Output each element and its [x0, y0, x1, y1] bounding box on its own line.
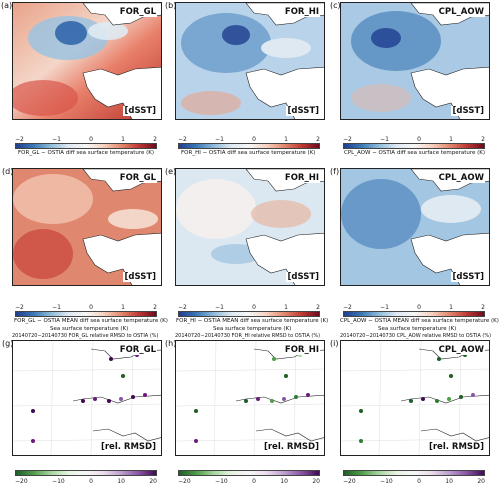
sst-field — [341, 169, 489, 285]
colorbar — [343, 470, 485, 476]
map-plot: FOR_HI [dSST] — [175, 2, 325, 120]
panel-label: (d) — [2, 167, 14, 176]
panel-title: FOR_HI — [283, 345, 320, 355]
panel-tag: [dSST] — [451, 106, 485, 116]
panel-tag: [rel. RMSD] — [262, 442, 320, 452]
panel-label: (c) — [330, 1, 341, 10]
sst-field — [13, 169, 161, 285]
panel-label: (e) — [165, 167, 177, 176]
panel-label: (i) — [330, 339, 339, 348]
colorbar-title: Sea surface temperature (K) — [378, 326, 457, 332]
coastline — [235, 394, 324, 404]
colorbar-label: FOR_HI − OSTIA MEAN diff sea surface tem… — [176, 318, 329, 324]
colorbar-title: Sea surface temperature (K) — [50, 326, 129, 332]
panel-tag: [dSST] — [123, 272, 157, 282]
coastline — [400, 394, 489, 404]
colorbar-title: Sea surface temperature (K) — [213, 326, 292, 332]
panel-title: FOR_GL — [118, 173, 157, 183]
panel-title: CPL_AOW — [437, 345, 485, 355]
map-plot: FOR_HI [rel. RMSD] — [175, 340, 325, 456]
colorbar — [178, 143, 320, 149]
panel-tag: [dSST] — [286, 272, 320, 282]
colorbar — [15, 311, 157, 317]
station-points — [31, 349, 147, 443]
colorbar-ticks: −2 −1 0 1 2 — [15, 304, 157, 311]
panel-title: FOR_GL — [118, 345, 157, 355]
colorbar — [178, 470, 320, 476]
colorbar — [15, 470, 157, 476]
panel-tag: [dSST] — [286, 106, 320, 116]
sst-field — [176, 3, 324, 119]
colorbar-ticks: −2 −1 0 1 2 — [15, 136, 157, 143]
panel-title: FOR_HI — [283, 173, 320, 183]
sst-field — [341, 3, 489, 119]
panel-title: FOR_HI — [283, 7, 320, 17]
map-plot: CPL_AOW [dSST] — [340, 168, 490, 286]
panel-tag: [dSST] — [123, 106, 157, 116]
station-points — [194, 349, 310, 443]
panel-label: (a) — [1, 1, 13, 10]
colorbar-ticks: −2 −1 0 1 2 — [343, 136, 485, 143]
colorbar — [343, 311, 485, 317]
colorbar — [178, 311, 320, 317]
coastline — [420, 428, 489, 442]
panel-top-title: 20140720−20140730 CPL_AOW relative RMSD … — [340, 333, 492, 339]
panel-top-title: 20140720−20140730 FOR_GL relative RMSD t… — [12, 333, 159, 339]
colorbar — [343, 143, 485, 149]
colorbar-ticks: −20 −10 0 10 20 — [178, 478, 320, 485]
panel-title: CPL_AOW — [437, 7, 485, 17]
map-plot: FOR_HI [dSST] — [175, 168, 325, 286]
rmsd-map — [176, 341, 324, 455]
map-plot: CPL_AOW [dSST] — [340, 2, 490, 120]
map-plot: FOR_GL [dSST] — [12, 168, 162, 286]
panel-tag: [rel. RMSD] — [99, 442, 157, 452]
panel-label: (b) — [165, 1, 177, 10]
colorbar-label: FOR_GL − OSTIA MEAN diff sea surface tem… — [14, 318, 168, 324]
map-plot: FOR_GL [dSST] — [12, 2, 162, 120]
colorbar-ticks: −2 −1 0 1 2 — [343, 304, 485, 311]
panel-label: (h) — [165, 339, 177, 348]
coastline — [72, 394, 161, 404]
colorbar — [15, 143, 157, 149]
sst-field — [13, 3, 161, 119]
colorbar-label: CPL_AOW − OSTIA MEAN diff sea surface te… — [340, 318, 499, 324]
panel-title: CPL_AOW — [437, 173, 485, 183]
panel-label: (g) — [2, 339, 14, 348]
colorbar-label: FOR_GL − OSTIA diff sea surface temperat… — [18, 150, 155, 156]
station-points — [359, 349, 475, 443]
coastline — [255, 428, 324, 442]
panel-title: FOR_GL — [118, 7, 157, 17]
colorbar-ticks: −20 −10 0 10 20 — [343, 478, 485, 485]
colorbar-label: FOR_HI − OSTIA diff sea surface temperat… — [181, 150, 316, 156]
coastline — [92, 428, 161, 442]
panel-tag: [dSST] — [451, 272, 485, 282]
panel-tag: [rel. RMSD] — [427, 442, 485, 452]
rmsd-map — [13, 341, 161, 455]
rmsd-map — [341, 341, 489, 455]
panel-top-title: 20140720−20140730 FOR_HI relative RMSD t… — [175, 333, 321, 339]
colorbar-label: CPL_AOW − OSTIA diff sea surface tempera… — [344, 150, 486, 156]
map-plot: CPL_AOW [rel. RMSD] — [340, 340, 490, 456]
sst-field — [176, 169, 324, 285]
colorbar-ticks: −2 −1 0 1 2 — [178, 136, 320, 143]
colorbar-ticks: −20 −10 0 10 20 — [15, 478, 157, 485]
panel-label: (f) — [330, 167, 340, 176]
colorbar-ticks: −2 −1 0 1 2 — [178, 304, 320, 311]
map-plot: FOR_GL [rel. RMSD] — [12, 340, 162, 456]
